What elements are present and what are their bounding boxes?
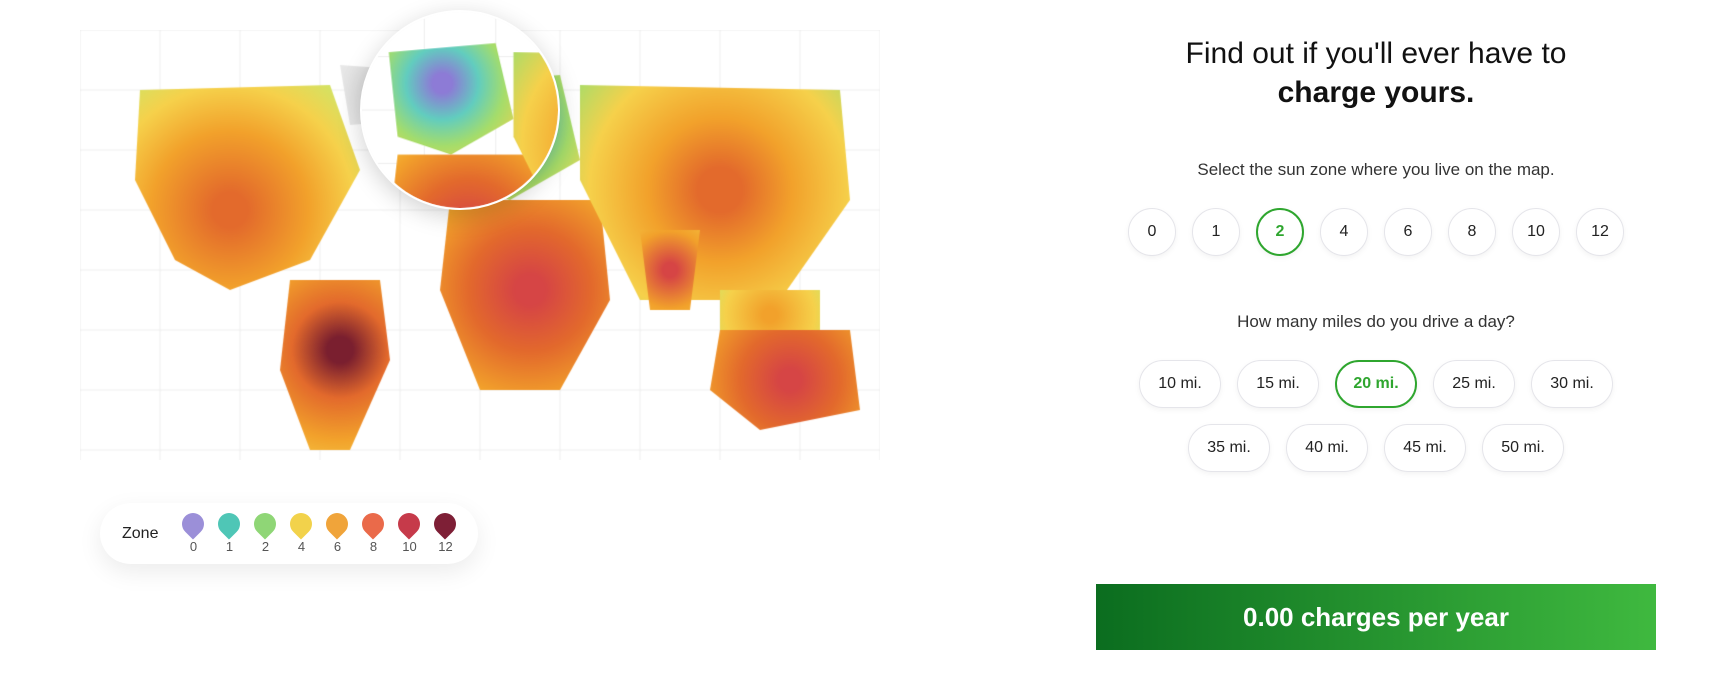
legend-item-6: 6 <box>326 513 348 554</box>
legend-drop-icon <box>394 508 425 539</box>
miles-options-row: 10 mi. 15 mi. 20 mi. 25 mi. 30 mi. 35 mi. 40 m… <box>1116 360 1636 472</box>
legend-label: 8 <box>370 539 377 554</box>
legend-label: 1 <box>226 539 233 554</box>
legend-item-10: 10 <box>398 513 420 554</box>
zone-option-12[interactable]: 12 <box>1576 208 1624 256</box>
result-bar: 0.00 charges per year <box>1096 584 1656 650</box>
miles-option-20-mi-[interactable]: 20 mi. <box>1335 360 1417 408</box>
legend-label: 6 <box>334 539 341 554</box>
zone-legend: Zone 0124681012 <box>100 503 478 564</box>
zone-legend-items: 0124681012 <box>182 513 456 554</box>
legend-label: 10 <box>402 539 416 554</box>
legend-item-12: 12 <box>434 513 456 554</box>
zone-option-8[interactable]: 8 <box>1448 208 1496 256</box>
calculator-card: Find out if you'll ever have to charge y… <box>1096 30 1656 650</box>
legend-drop-icon <box>430 508 461 539</box>
map-magnifier-canvas <box>362 12 558 208</box>
headline-bold: charge yours. <box>1278 76 1475 109</box>
legend-drop-icon <box>214 508 245 539</box>
legend-label: 0 <box>190 539 197 554</box>
headline: Find out if you'll ever have to charge y… <box>1186 34 1567 112</box>
zone-question: Select the sun zone where you live on th… <box>1197 160 1554 180</box>
legend-drop-icon <box>250 508 281 539</box>
zone-option-2[interactable]: 2 <box>1256 208 1304 256</box>
miles-option-35-mi-[interactable]: 35 mi. <box>1188 424 1270 472</box>
legend-item-8: 8 <box>362 513 384 554</box>
legend-drop-icon <box>178 508 209 539</box>
miles-option-30-mi-[interactable]: 30 mi. <box>1531 360 1613 408</box>
miles-option-25-mi-[interactable]: 25 mi. <box>1433 360 1515 408</box>
miles-question: How many miles do you drive a day? <box>1237 312 1515 332</box>
zone-option-10[interactable]: 10 <box>1512 208 1560 256</box>
result-text: 0.00 charges per year <box>1243 602 1509 633</box>
legend-item-4: 4 <box>290 513 312 554</box>
map-magnifier <box>360 10 560 210</box>
map-panel: Zone 0124681012 <box>0 0 940 684</box>
zone-option-6[interactable]: 6 <box>1384 208 1432 256</box>
miles-option-10-mi-[interactable]: 10 mi. <box>1139 360 1221 408</box>
miles-option-50-mi-[interactable]: 50 mi. <box>1482 424 1564 472</box>
legend-drop-icon <box>286 508 317 539</box>
legend-label: 2 <box>262 539 269 554</box>
legend-item-0: 0 <box>182 513 204 554</box>
miles-option-45-mi-[interactable]: 45 mi. <box>1384 424 1466 472</box>
headline-plain: Find out if you'll ever have to <box>1186 37 1567 70</box>
zone-legend-title: Zone <box>122 525 158 543</box>
legend-drop-icon <box>322 508 353 539</box>
legend-label: 4 <box>298 539 305 554</box>
zone-options-row: 0124681012 <box>1128 208 1624 256</box>
zone-option-4[interactable]: 4 <box>1320 208 1368 256</box>
legend-label: 12 <box>438 539 452 554</box>
miles-option-15-mi-[interactable]: 15 mi. <box>1237 360 1319 408</box>
zone-option-0[interactable]: 0 <box>1128 208 1176 256</box>
legend-drop-icon <box>358 508 389 539</box>
world-map[interactable] <box>80 30 880 460</box>
calculator-panel: Find out if you'll ever have to charge y… <box>940 0 1736 684</box>
miles-option-40-mi-[interactable]: 40 mi. <box>1286 424 1368 472</box>
legend-item-2: 2 <box>254 513 276 554</box>
zone-option-1[interactable]: 1 <box>1192 208 1240 256</box>
legend-item-1: 1 <box>218 513 240 554</box>
